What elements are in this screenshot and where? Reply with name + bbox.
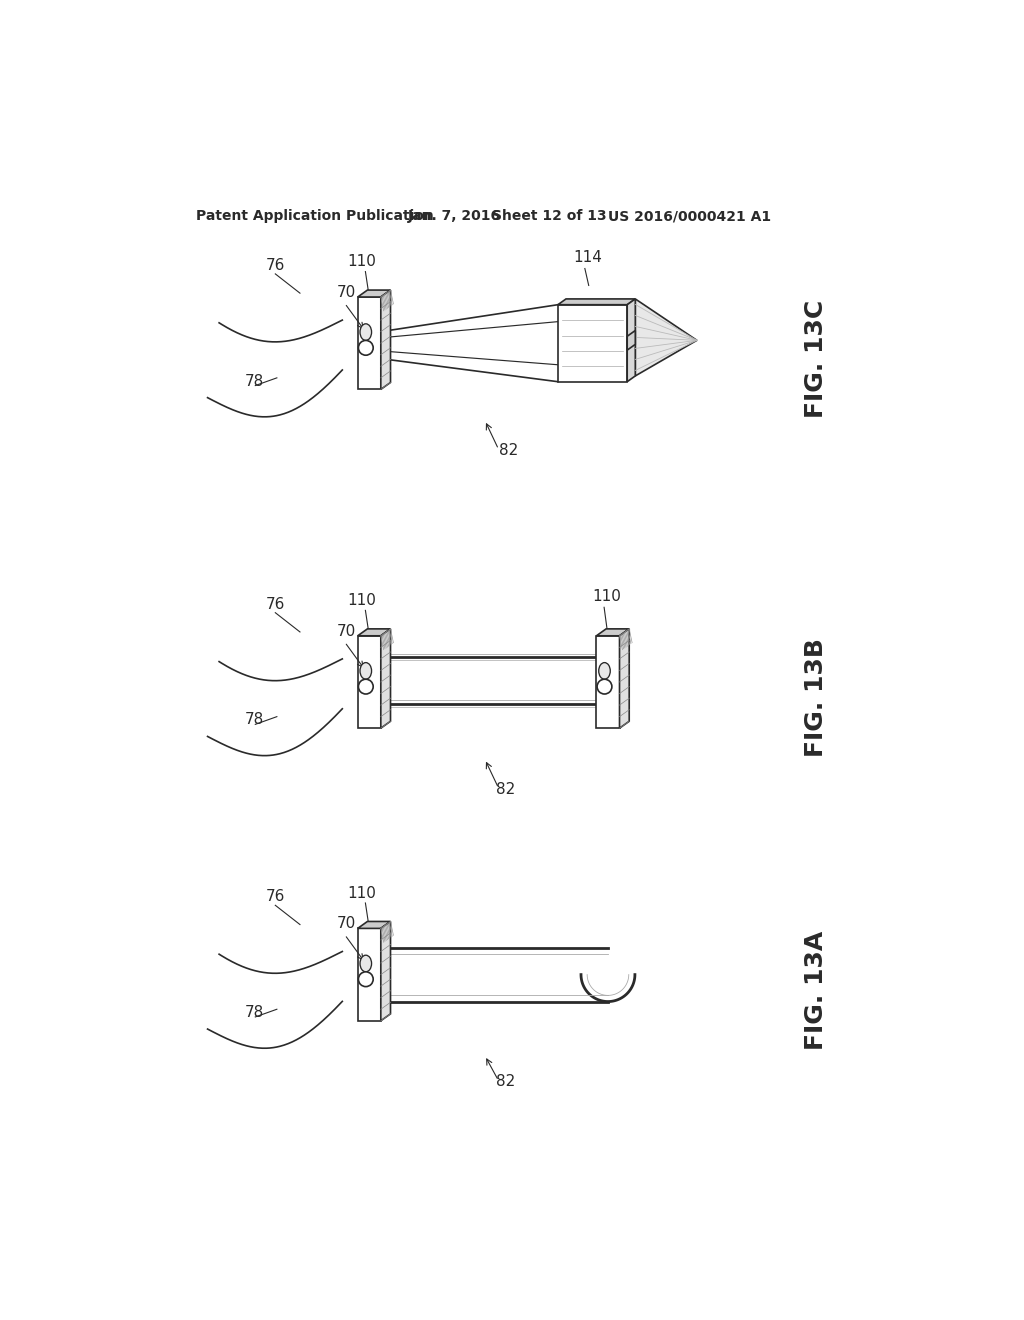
Polygon shape <box>357 290 390 297</box>
Text: 78: 78 <box>245 713 264 727</box>
Text: 76: 76 <box>265 890 285 904</box>
Text: 78: 78 <box>245 1005 264 1020</box>
Polygon shape <box>381 628 390 729</box>
Ellipse shape <box>360 323 372 341</box>
Circle shape <box>597 680 612 694</box>
Polygon shape <box>357 928 381 1020</box>
Circle shape <box>358 680 373 694</box>
Text: US 2016/0000421 A1: US 2016/0000421 A1 <box>608 209 771 223</box>
Polygon shape <box>357 628 390 636</box>
Text: 82: 82 <box>497 781 515 797</box>
Circle shape <box>358 972 373 986</box>
Text: 110: 110 <box>348 593 377 609</box>
Text: 82: 82 <box>497 1074 515 1089</box>
Text: 76: 76 <box>265 597 285 612</box>
Ellipse shape <box>360 956 372 972</box>
Text: Jan. 7, 2016: Jan. 7, 2016 <box>408 209 501 223</box>
Text: 76: 76 <box>265 257 285 273</box>
Text: 70: 70 <box>337 285 356 300</box>
Polygon shape <box>357 921 390 928</box>
Ellipse shape <box>360 663 372 680</box>
Polygon shape <box>558 305 628 381</box>
Polygon shape <box>628 298 635 381</box>
Text: 114: 114 <box>573 251 602 265</box>
Text: 110: 110 <box>348 255 377 269</box>
Polygon shape <box>357 297 381 389</box>
Polygon shape <box>357 636 381 729</box>
Text: FIG. 13B: FIG. 13B <box>804 638 827 756</box>
Text: FIG. 13C: FIG. 13C <box>804 300 827 417</box>
Ellipse shape <box>599 663 610 680</box>
Text: 110: 110 <box>348 886 377 900</box>
Polygon shape <box>558 298 635 305</box>
Circle shape <box>358 341 373 355</box>
Text: Patent Application Publication: Patent Application Publication <box>196 209 434 223</box>
Polygon shape <box>381 921 390 1020</box>
Polygon shape <box>381 290 390 389</box>
Polygon shape <box>635 298 697 376</box>
Text: 70: 70 <box>337 916 356 932</box>
Text: 82: 82 <box>499 442 518 458</box>
Text: FIG. 13A: FIG. 13A <box>804 931 827 1049</box>
Text: 70: 70 <box>337 624 356 639</box>
Text: 78: 78 <box>245 374 264 388</box>
Polygon shape <box>620 628 629 729</box>
Polygon shape <box>596 636 620 729</box>
Polygon shape <box>596 628 629 636</box>
Text: 110: 110 <box>593 589 622 605</box>
Text: Sheet 12 of 13: Sheet 12 of 13 <box>493 209 607 223</box>
Polygon shape <box>628 330 635 350</box>
